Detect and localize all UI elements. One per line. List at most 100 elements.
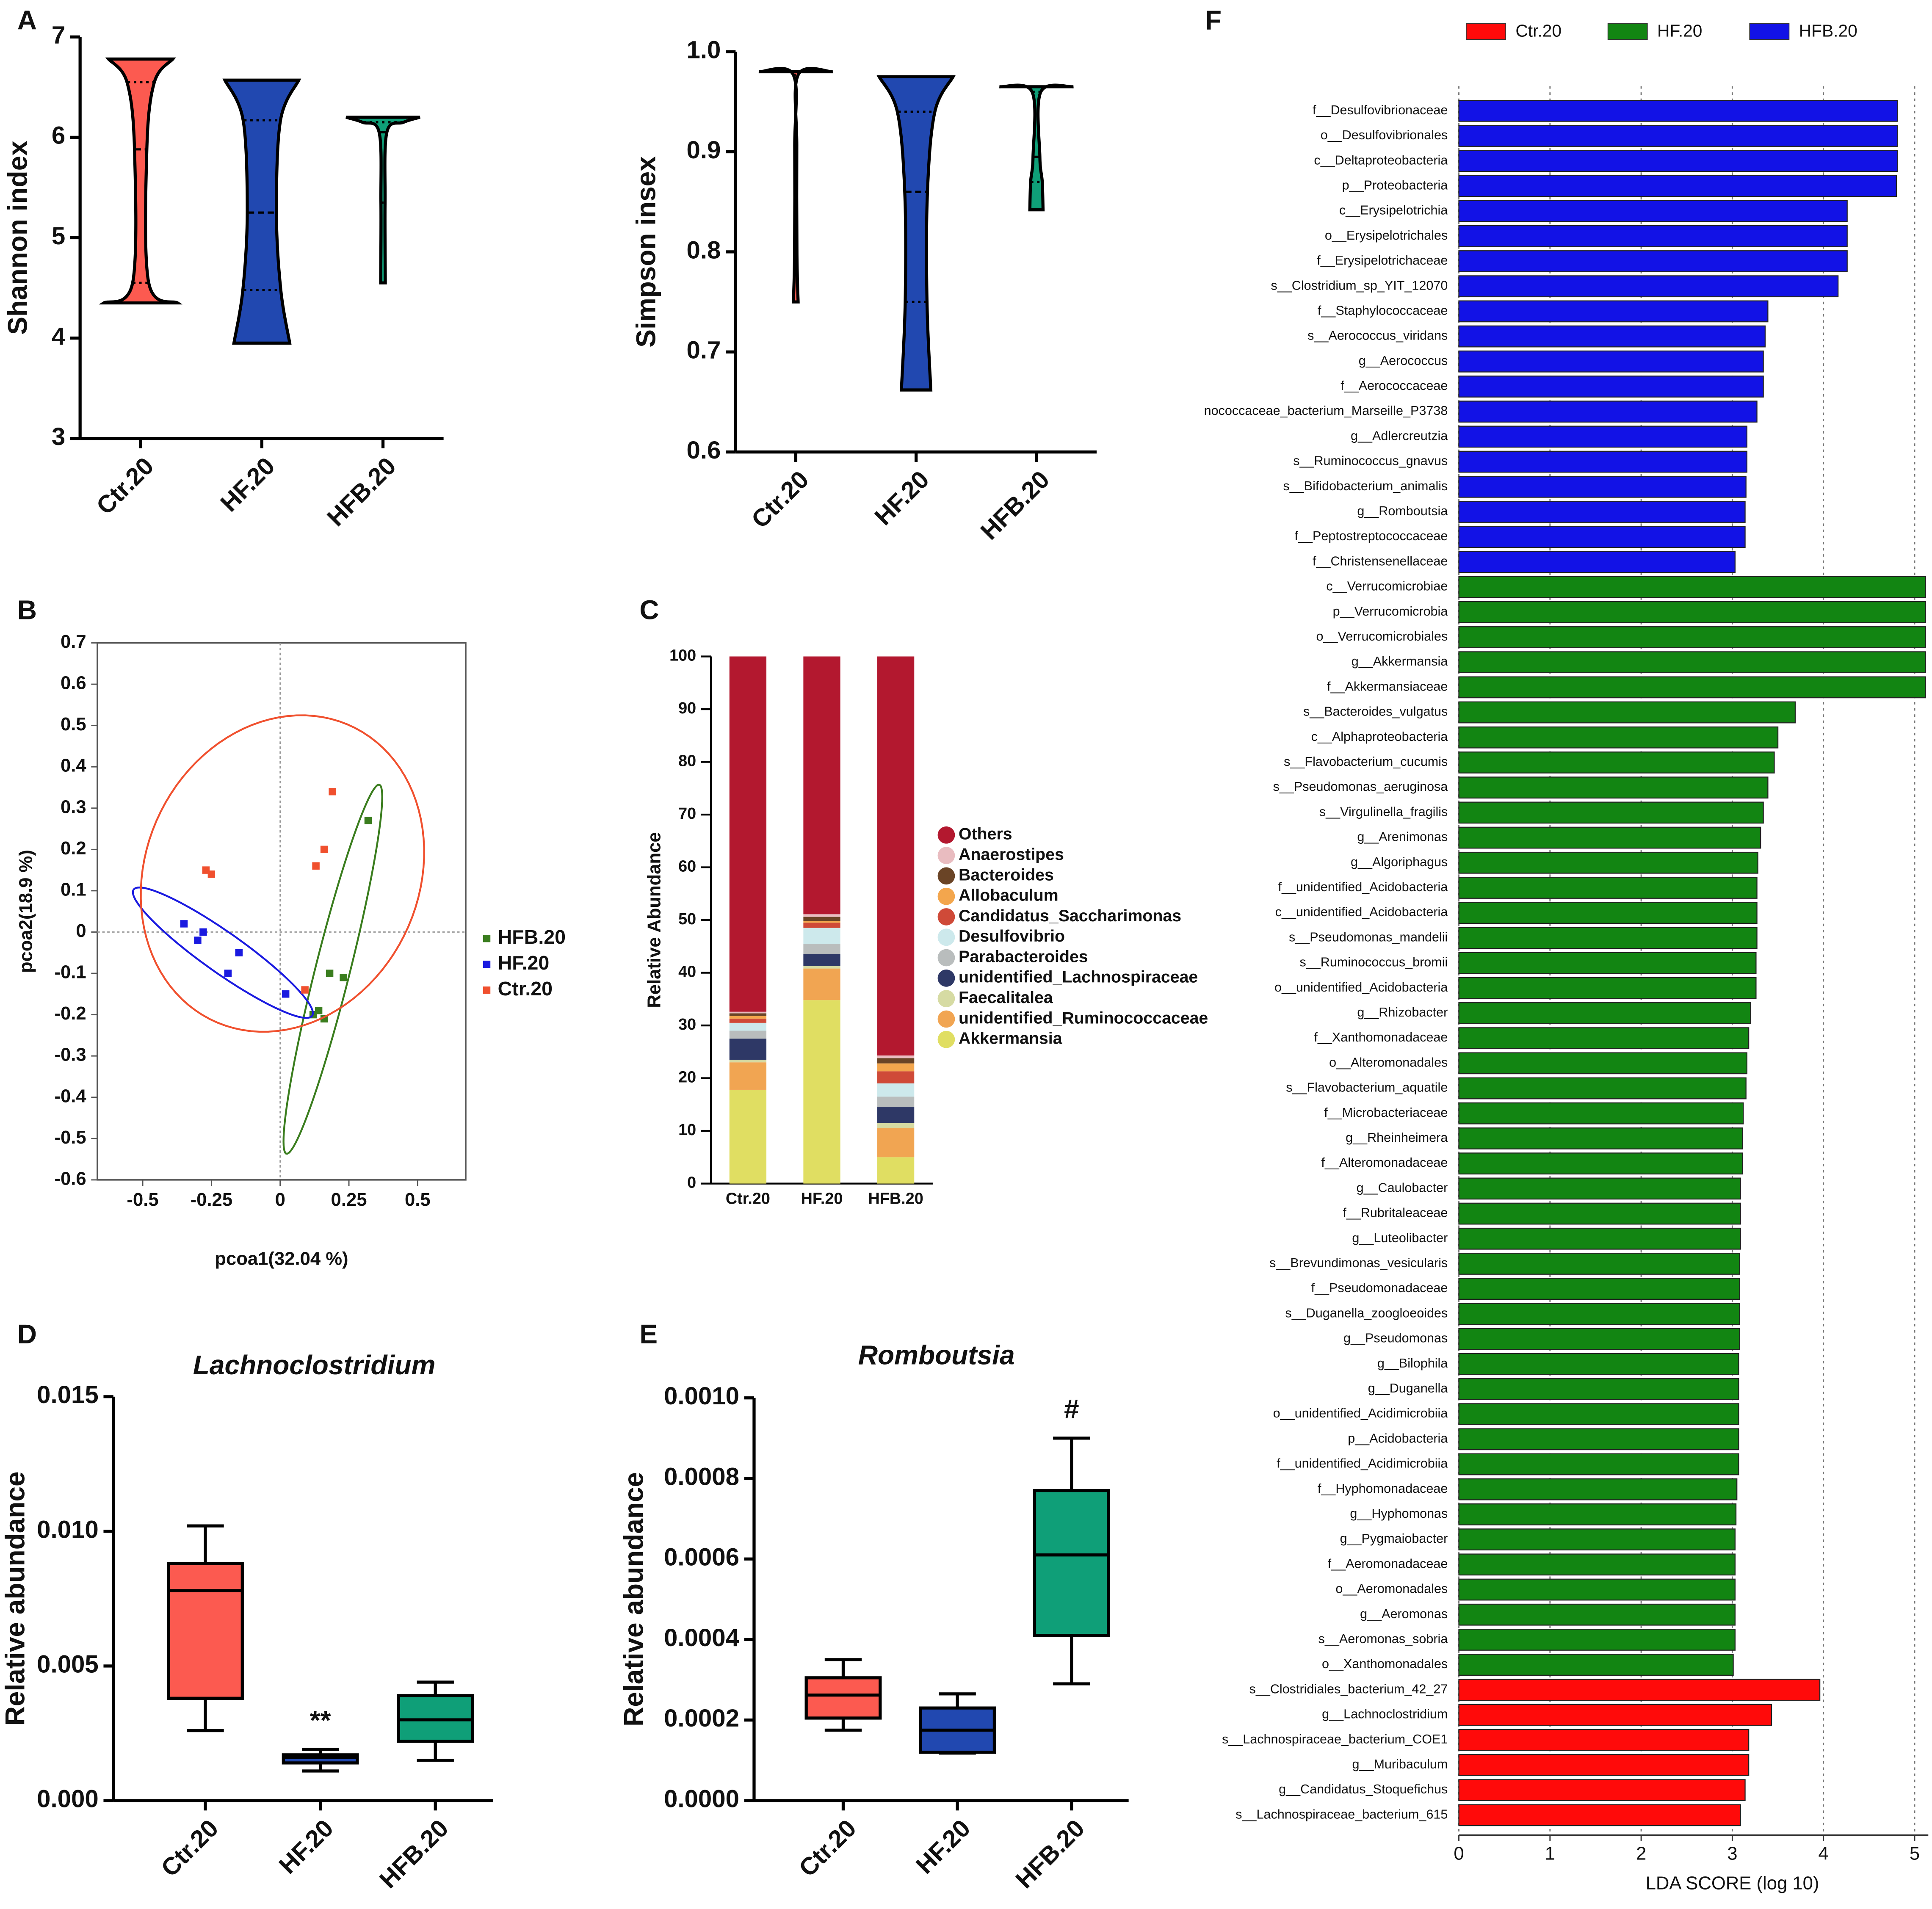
bar [1458, 450, 1748, 473]
legend-label: Ctr.20 [1515, 21, 1562, 40]
category-label: g__Adlercreutzia [1351, 428, 1448, 443]
point [194, 937, 202, 944]
legend-swatch [937, 990, 955, 1008]
legend-label: Ctr.20 [498, 978, 553, 1000]
annotation: # [1064, 1394, 1079, 1424]
legend-label: unidentified_Ruminococcaceae [959, 1008, 1208, 1027]
bar [1458, 1052, 1748, 1075]
bar [1458, 1779, 1746, 1801]
y-tick-label: 0.5 [61, 714, 86, 735]
y-tick-label: 60 [678, 858, 696, 876]
bar [1458, 200, 1848, 222]
point [364, 817, 372, 824]
category-label: f__Akkermansiaceae [1327, 679, 1448, 693]
y-tick-label: 7 [52, 22, 65, 49]
x-tick-label: 1 [1545, 1843, 1555, 1864]
point [207, 870, 216, 878]
x-tick-label: Ctr.20 [726, 1190, 770, 1207]
legend-label: Parabacteroides [959, 947, 1088, 966]
y-axis-label: Relative abundance [618, 1472, 649, 1727]
y-tick-label: 0.000 [37, 1785, 99, 1812]
category-label: s__Flavobacterium_aquatile [1286, 1080, 1448, 1095]
category-label: s__Duganella_zoogloeoides [1285, 1306, 1448, 1320]
y-tick-label: 0.6 [61, 673, 86, 693]
category-label: g__Hyphomonas [1350, 1506, 1448, 1521]
y-tick-label: 50 [678, 910, 696, 928]
y-tick-label: 70 [678, 805, 696, 823]
y-axis-label: Simpson insex [631, 156, 661, 348]
category-label: o__Alteromonadales [1329, 1055, 1448, 1069]
bar [1458, 1503, 1737, 1525]
panel-letter: F [1205, 5, 1222, 35]
panel-letter: E [639, 1319, 658, 1349]
y-tick-label: 0.7 [61, 631, 86, 652]
bar-segment [877, 1063, 915, 1072]
x-tick-label: HF.20 [801, 1190, 843, 1207]
bar-segment [729, 1011, 767, 1014]
point [282, 990, 290, 998]
bar-segment [803, 917, 840, 921]
x-axis-label: pcoa1(32.04 %) [215, 1248, 348, 1269]
legend-swatch [937, 826, 955, 844]
bar-segment [877, 1097, 915, 1108]
bar-segment [729, 1022, 767, 1031]
x-tick-label: 0 [275, 1189, 285, 1210]
category-label: s__Lachnospiraceae_bacterium_615 [1235, 1807, 1448, 1821]
bar [1458, 1478, 1738, 1500]
point [224, 970, 232, 977]
category-label: o__Xanthomonadales [1322, 1657, 1448, 1671]
category-label: g__Lachnoclostridium [1322, 1707, 1448, 1721]
bar [1458, 1177, 1741, 1200]
bar [1458, 1729, 1750, 1751]
chart-title: Lachnoclostridium [193, 1350, 436, 1380]
bar [1458, 250, 1848, 272]
category-label: c__unidentified_Acidobacteria [1275, 905, 1448, 919]
y-tick-label: -0.1 [55, 962, 86, 983]
y-tick-label: 0.0002 [664, 1705, 739, 1732]
bar [1458, 676, 1926, 699]
point [320, 845, 328, 854]
category-label: g__Duganella [1368, 1381, 1448, 1395]
bar [1458, 501, 1746, 523]
bar [1458, 551, 1736, 573]
category-label: g__Muribaculum [1352, 1757, 1448, 1771]
legend-label: unidentified_Lachnospiraceae [959, 968, 1198, 986]
legend-label: Desulfovibrio [959, 927, 1065, 945]
legend-label: HFB.20 [1799, 21, 1857, 40]
violin [758, 67, 833, 304]
y-tick-label: -0.4 [55, 1086, 87, 1106]
category-label: f__unidentified_Acidimicrobiia [1277, 1456, 1448, 1471]
violin [99, 57, 183, 305]
bar [1458, 851, 1758, 874]
x-tick-label: -0.5 [127, 1189, 158, 1210]
legend-label: HF.20 [498, 952, 550, 974]
category-label: f__unidentified_Acidobacteria [1278, 880, 1448, 894]
y-axis-label: Shannon index [2, 141, 33, 335]
bar [1458, 150, 1898, 172]
box [167, 1562, 244, 1700]
bar-segment [803, 968, 840, 1000]
category-label: f__Staphylococcaceae [1318, 303, 1448, 318]
panel-letter: A [17, 5, 37, 35]
bar [1458, 1629, 1736, 1651]
bar [1458, 1453, 1739, 1475]
bar [1458, 526, 1746, 548]
bar-segment [877, 1107, 915, 1123]
category-label: g__Arenimonas [1357, 830, 1448, 844]
bar [1458, 300, 1769, 323]
chart-title: Romboutsia [858, 1340, 1015, 1370]
category-label: g__Akkermansia [1352, 654, 1448, 669]
bar [1458, 1278, 1740, 1300]
category-label: s__Pseudomonas_mandelii [1289, 930, 1448, 944]
y-tick-label: 5 [52, 222, 65, 250]
y-axis-label: pcoa2(18.9 %) [16, 850, 36, 973]
bar-segment [729, 1089, 767, 1184]
category-label: g__Pygmaiobacter [1340, 1531, 1448, 1546]
point [180, 920, 188, 928]
legend-label: Anaerostipes [959, 845, 1064, 864]
x-tick-label: HFB.20 [868, 1190, 923, 1207]
y-tick-label: 0 [76, 920, 86, 941]
bar [1458, 401, 1758, 423]
box [1033, 1489, 1110, 1637]
